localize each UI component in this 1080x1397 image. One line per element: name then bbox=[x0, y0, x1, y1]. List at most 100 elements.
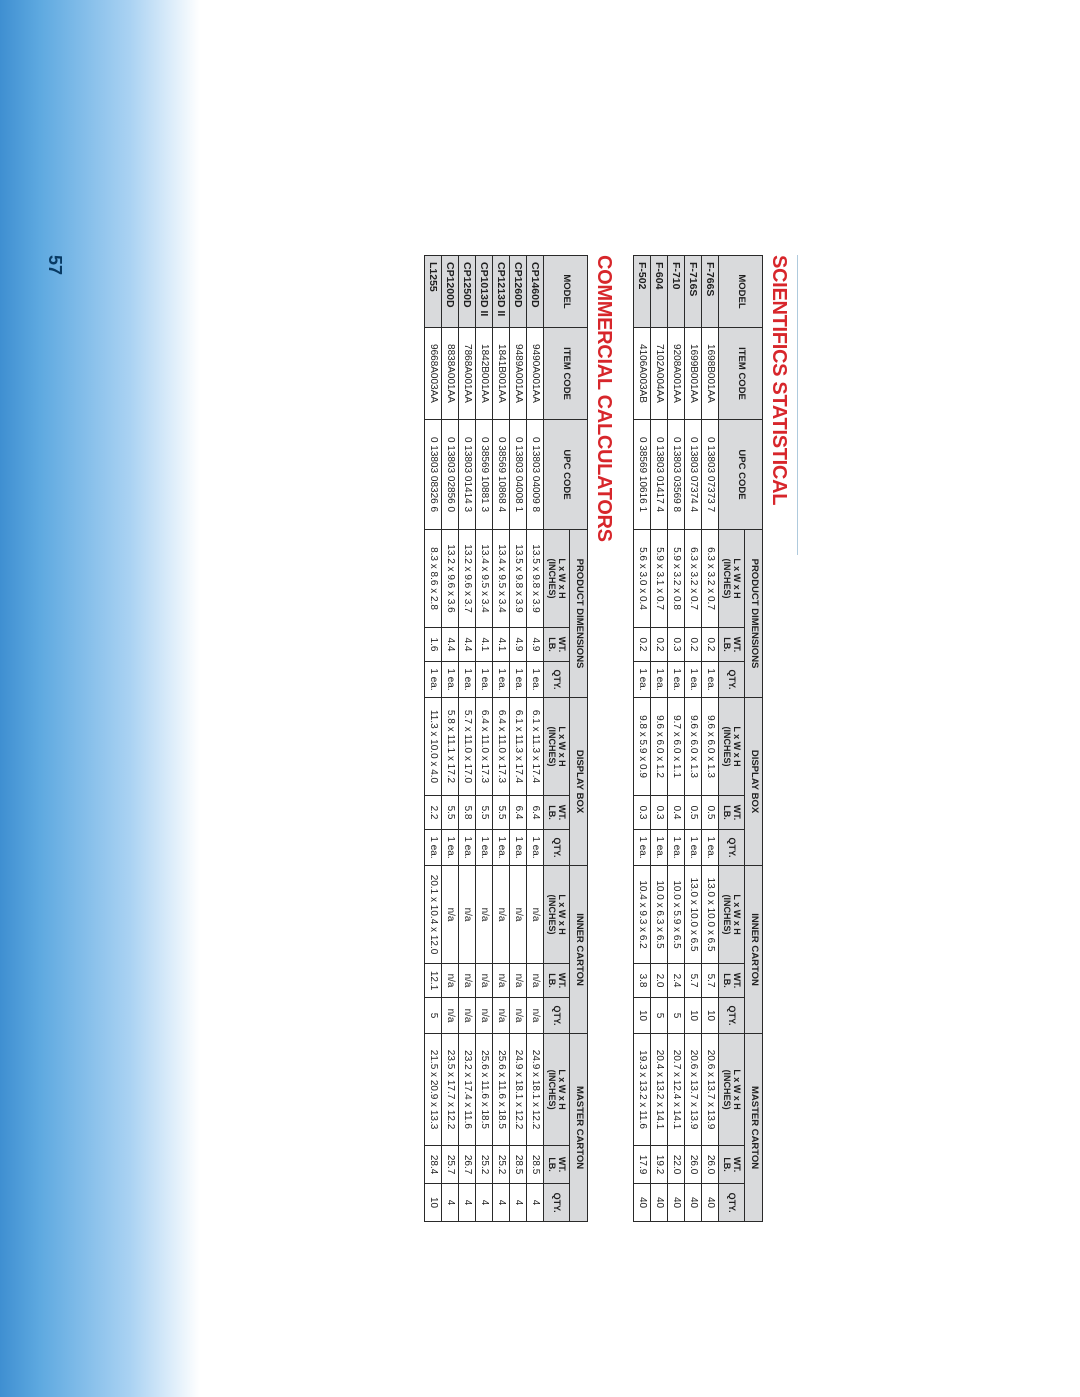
cell-model: CP1213D II bbox=[493, 256, 510, 328]
cell-dd: 6.1 x 11.3 x 17.4 bbox=[527, 698, 544, 796]
cell-iw: 5.7 bbox=[702, 964, 719, 998]
cell-mq: 10 bbox=[425, 1184, 442, 1222]
section-title-scientific: SCIENTIFICS STATISTICAL bbox=[767, 255, 790, 1135]
cell-pq: 1 ea. bbox=[634, 662, 651, 698]
cell-pd: 8.3 x 8.6 x 2.8 bbox=[425, 530, 442, 628]
cell-pd: 13.5 x 9.8 x 3.9 bbox=[510, 530, 527, 628]
cell-mw: 28.5 bbox=[510, 1146, 527, 1184]
cell-pq: 1 ea. bbox=[510, 662, 527, 698]
cell-mw: 25.2 bbox=[493, 1146, 510, 1184]
table-row: CP1200D8838A001AA0 13803 02856 013.2 x 9… bbox=[442, 256, 459, 1222]
cell-dd: 6.1 x 11.3 x 17.4 bbox=[510, 698, 527, 796]
col-qty: QTY. bbox=[544, 662, 570, 698]
grp-product: PRODUCT DIMENSIONS bbox=[745, 530, 763, 698]
cell-pw: 0.2 bbox=[634, 628, 651, 662]
cell-pq: 1 ea. bbox=[651, 662, 668, 698]
grp-master: MASTER CARTON bbox=[745, 1034, 763, 1222]
cell-iq: 5 bbox=[651, 998, 668, 1034]
cell-upc: 0 13803 03569 8 bbox=[668, 420, 685, 530]
col-dim: L x W x H(INCHES) bbox=[719, 866, 745, 964]
cell-iw: n/a bbox=[476, 964, 493, 998]
cell-pq: 1 ea. bbox=[425, 662, 442, 698]
cell-pd: 13.2 x 9.6 x 3.6 bbox=[442, 530, 459, 628]
cell-upc: 0 13803 04008 1 bbox=[510, 420, 527, 530]
cell-iq: 10 bbox=[702, 998, 719, 1034]
cell-dd: 9.6 x 6.0 x 1.3 bbox=[702, 698, 719, 796]
cell-item: 9489A001AA bbox=[510, 328, 527, 420]
cell-id: n/a bbox=[476, 866, 493, 964]
cell-pq: 1 ea. bbox=[668, 662, 685, 698]
cell-dw: 6.4 bbox=[527, 796, 544, 830]
table-row: CP1260D9489A001AA0 13803 04008 113.5 x 9… bbox=[510, 256, 527, 1222]
cell-dq: 1 ea. bbox=[651, 830, 668, 866]
col-dim: L x W x H(INCHES) bbox=[544, 866, 570, 964]
cell-upc: 0 13803 01414 3 bbox=[459, 420, 476, 530]
cell-mq: 4 bbox=[476, 1184, 493, 1222]
col-dim: L x W x H(INCHES) bbox=[719, 698, 745, 796]
page-sheet: SCIENTIFICS STATISTICAL MODELITEM CODEUP… bbox=[0, 0, 1080, 1397]
rotated-page: SCIENTIFICS STATISTICAL MODELITEM CODEUP… bbox=[0, 0, 1080, 1397]
cell-dw: 5.5 bbox=[476, 796, 493, 830]
cell-item: 9668A003AA bbox=[425, 328, 442, 420]
cell-dd: 11.3 x 10.0 x 4.0 bbox=[425, 698, 442, 796]
cell-iw: 12.1 bbox=[425, 964, 442, 998]
cell-md: 24.9 x 18.1 x 12.2 bbox=[527, 1034, 544, 1146]
bottom-gradient bbox=[0, 0, 200, 1397]
cell-dd: 9.6 x 6.0 x 1.2 bbox=[651, 698, 668, 796]
cell-dq: 1 ea. bbox=[425, 830, 442, 866]
cell-pw: 4.9 bbox=[510, 628, 527, 662]
cell-dq: 1 ea. bbox=[493, 830, 510, 866]
cell-model: CP1460D bbox=[527, 256, 544, 328]
cell-mq: 40 bbox=[651, 1184, 668, 1222]
cell-dq: 1 ea. bbox=[668, 830, 685, 866]
cell-model: F-710 bbox=[668, 256, 685, 328]
cell-pw: 0.2 bbox=[685, 628, 702, 662]
col-upc: UPC CODE bbox=[544, 420, 588, 530]
cell-item: 1698B001AA bbox=[702, 328, 719, 420]
cell-mq: 4 bbox=[527, 1184, 544, 1222]
cell-id: n/a bbox=[442, 866, 459, 964]
col-dim: L x W x H(INCHES) bbox=[719, 530, 745, 628]
cell-dq: 1 ea. bbox=[685, 830, 702, 866]
cell-upc: 0 13803 04009 8 bbox=[527, 420, 544, 530]
cell-upc: 0 13803 07374 4 bbox=[685, 420, 702, 530]
cell-dd: 6.4 x 11.0 x 17.3 bbox=[493, 698, 510, 796]
cell-iq: 10 bbox=[634, 998, 651, 1034]
col-qty: QTY. bbox=[544, 998, 570, 1034]
table-row: F-6047102A004AA0 13803 01417 45.9 x 3.1 … bbox=[651, 256, 668, 1222]
col-upc: UPC CODE bbox=[719, 420, 763, 530]
cell-item: 1699B001AA bbox=[685, 328, 702, 420]
cell-upc: 0 38569 10881 3 bbox=[476, 420, 493, 530]
cell-dw: 2.2 bbox=[425, 796, 442, 830]
section-title-commercial: COMMERCIAL CALCULATORS bbox=[592, 255, 615, 1135]
grp-product: PRODUCT DIMENSIONS bbox=[570, 530, 588, 698]
col-qty: QTY. bbox=[719, 998, 745, 1034]
cell-item: 1842B001AA bbox=[476, 328, 493, 420]
cell-dq: 1 ea. bbox=[442, 830, 459, 866]
cell-upc: 0 13803 01417 4 bbox=[651, 420, 668, 530]
cell-pw: 4.9 bbox=[527, 628, 544, 662]
cell-iw: 3.8 bbox=[634, 964, 651, 998]
col-wt: WT.LB. bbox=[719, 628, 745, 662]
cell-iq: n/a bbox=[476, 998, 493, 1034]
cell-model: F-716S bbox=[685, 256, 702, 328]
grp-display: DISPLAY BOX bbox=[570, 698, 588, 866]
cell-dw: 0.5 bbox=[685, 796, 702, 830]
col-dim: L x W x H(INCHES) bbox=[544, 698, 570, 796]
cell-dw: 5.5 bbox=[493, 796, 510, 830]
cell-mq: 4 bbox=[510, 1184, 527, 1222]
cell-dw: 0.5 bbox=[702, 796, 719, 830]
table-row: CP1213D II1841B001AA0 38569 10868 413.4 … bbox=[493, 256, 510, 1222]
col-wt: WT.LB. bbox=[544, 796, 570, 830]
cell-mq: 4 bbox=[442, 1184, 459, 1222]
cell-dw: 5.8 bbox=[459, 796, 476, 830]
cell-md: 20.4 x 13.2 x 14.1 bbox=[651, 1034, 668, 1146]
cell-dq: 1 ea. bbox=[510, 830, 527, 866]
cell-item: 7102A004AA bbox=[651, 328, 668, 420]
cell-id: n/a bbox=[493, 866, 510, 964]
cell-mw: 26.0 bbox=[702, 1146, 719, 1184]
commercial-table: MODELITEM CODEUPC CODEPRODUCT DIMENSIONS… bbox=[424, 255, 588, 1222]
cell-pd: 5.6 x 3.0 x 0.4 bbox=[634, 530, 651, 628]
scientific-table: MODELITEM CODEUPC CODEPRODUCT DIMENSIONS… bbox=[633, 255, 763, 1222]
col-qty: QTY. bbox=[719, 1184, 745, 1222]
